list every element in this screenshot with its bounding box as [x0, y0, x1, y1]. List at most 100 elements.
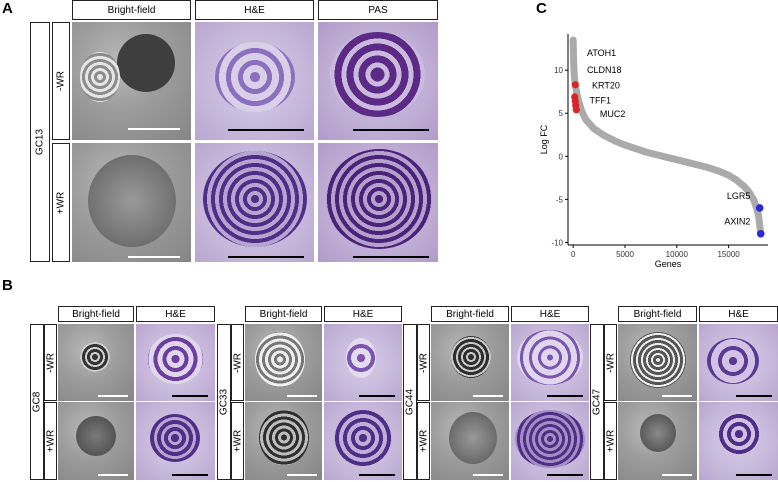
gene-point [704, 164, 712, 171]
row-label-text: -WR [605, 352, 616, 373]
sample-label-gc13: GC13 [30, 22, 50, 262]
image-gc44-plus-wr-bright-field [431, 402, 509, 480]
row-label-plus-wr: +WR [604, 402, 617, 480]
gene-label-cldn18: CLDN18 [587, 65, 622, 75]
column-header-he: H&E [195, 0, 314, 20]
organoid [76, 416, 116, 456]
organoid [451, 336, 491, 378]
y-tick-label: 5 [559, 109, 564, 118]
row-label-text: +WR [45, 429, 56, 453]
row-label-text: +WR [232, 429, 243, 453]
image-gc33-plus-wr-bright-field [245, 402, 322, 480]
x-tick-label: 5000 [616, 250, 634, 259]
scale-bar [98, 474, 128, 476]
cell-cluster [330, 32, 425, 117]
gene-point [571, 71, 578, 78]
sample-label-text: GC33 [218, 388, 230, 416]
column-header-he: H&E [136, 306, 215, 322]
gene-point [750, 196, 757, 203]
cell-cluster [630, 332, 686, 388]
scale-bar [128, 256, 180, 258]
scale-bar [662, 474, 692, 476]
gene-point [673, 156, 681, 163]
image-gc33-plus-wr-he [324, 402, 402, 480]
image-gc8-plus-wr-he [136, 402, 215, 480]
organoid [449, 412, 497, 464]
scale-bar [287, 395, 317, 397]
row-label-text: -WR [418, 352, 429, 373]
column-header-bright-field: Bright-field [245, 306, 322, 322]
gene-label-lgr5: LGR5 [727, 191, 751, 201]
scale-bar [172, 474, 208, 476]
scale-bar [172, 395, 208, 397]
gene-label-muc2: MUC2 [600, 109, 626, 119]
image-gc13-minus-wr-pas [318, 22, 438, 140]
gene-point [694, 161, 701, 169]
scale-bar [228, 129, 304, 131]
row-label-plus-wr: +WR [417, 402, 430, 480]
image-gc47-minus-wr-bright-field [618, 324, 697, 401]
row-label-text: +WR [418, 429, 429, 453]
cell-cluster [334, 410, 392, 466]
column-header-bright-field: Bright-field [72, 0, 191, 20]
column-header-he: H&E [511, 306, 589, 322]
scale-bar [359, 474, 395, 476]
gene-point [725, 172, 732, 179]
gene-point [569, 36, 577, 44]
x-tick-label: 0 [571, 250, 576, 259]
scale-bar [359, 395, 395, 397]
scale-bar [547, 395, 583, 397]
cell-cluster [346, 338, 376, 378]
chart-points [569, 36, 765, 238]
image-gc33-minus-wr-he [324, 324, 402, 401]
chart-gene-labels: ATOH1 CLDN18 KRT20 TFF1 MUC2 LGR5 AXIN2 [587, 48, 750, 227]
gene-point [601, 132, 608, 139]
panel-letter-b: B [2, 277, 13, 294]
row-label-text: +WR [55, 191, 67, 214]
x-tick-label: 10000 [666, 250, 689, 259]
gene-point [746, 189, 753, 196]
gene-label-axin2: AXIN2 [724, 217, 750, 227]
image-gc44-plus-wr-he [511, 402, 589, 480]
gene-point [570, 49, 577, 57]
image-gc13-plus-wr-he [195, 143, 314, 262]
gene-label-krt20: KRT20 [592, 81, 620, 91]
row-label-text: -WR [55, 71, 67, 91]
cell-cluster [80, 52, 120, 102]
scale-bar [473, 395, 503, 397]
y-tick-label: 0 [559, 152, 564, 161]
y-tick-label: -10 [551, 238, 563, 247]
down-gene-point [756, 230, 765, 238]
image-gc47-plus-wr-bright-field [618, 402, 697, 480]
cell-cluster [203, 151, 307, 247]
up-gene-point [571, 81, 579, 89]
gene-point [740, 183, 748, 190]
column-header-he: H&E [699, 306, 778, 322]
scale-bar [228, 256, 304, 258]
column-header-bright-field: Bright-field [431, 306, 509, 322]
gene-point [611, 137, 618, 144]
scale-bar [662, 395, 692, 397]
x-tick-label: 15000 [717, 250, 740, 259]
gene-point [590, 125, 598, 132]
sample-label-gc47: GC47 [590, 324, 604, 480]
gene-point [756, 221, 763, 229]
gene-point [683, 159, 691, 166]
image-gc13-plus-wr-pas [318, 143, 438, 262]
image-gc8-plus-wr-bright-field [58, 402, 134, 480]
image-gc13-minus-wr-he [195, 22, 314, 140]
y-tick-label: 10 [554, 66, 563, 75]
image-gc13-plus-wr-bright-field [72, 143, 191, 262]
sample-label-gc8: GC8 [30, 324, 44, 480]
gene-point [663, 153, 670, 161]
image-gc44-minus-wr-bright-field [431, 324, 509, 401]
cell-cluster [717, 412, 761, 456]
row-label-text: -WR [45, 352, 56, 373]
organoid [640, 414, 676, 452]
column-header-pas: PAS [318, 0, 438, 20]
scale-bar [128, 128, 180, 130]
organoid [80, 342, 110, 372]
panel-letter-c: C [536, 0, 547, 17]
row-label-text: -WR [232, 352, 243, 373]
gene-point [632, 145, 639, 152]
